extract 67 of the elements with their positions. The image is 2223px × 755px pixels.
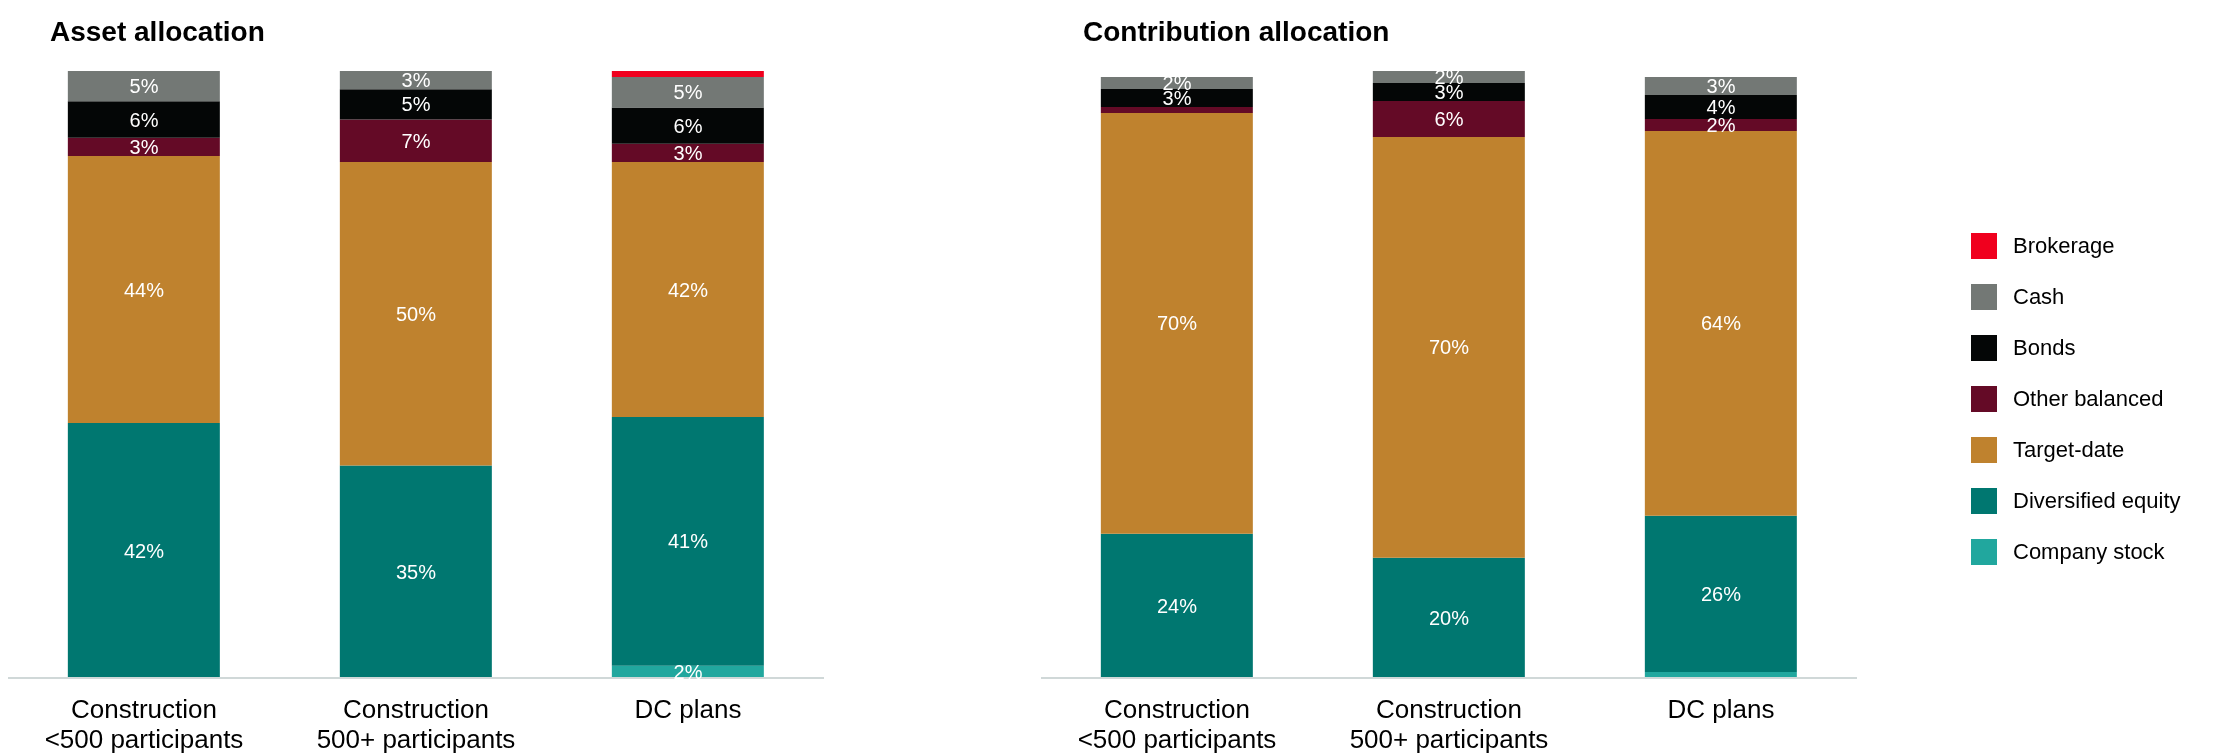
bar bbox=[611, 143, 764, 163]
data-label: 3% bbox=[129, 135, 159, 158]
bar bbox=[611, 71, 764, 78]
data-label: 3% bbox=[1706, 75, 1736, 98]
bar bbox=[67, 155, 220, 424]
bar bbox=[67, 423, 220, 678]
data-label: 70% bbox=[1428, 336, 1470, 359]
bar bbox=[1100, 533, 1253, 678]
x-tick-label: Construction 500+ participants bbox=[316, 694, 516, 754]
bar bbox=[1644, 77, 1797, 96]
data-label: 41% bbox=[667, 530, 709, 553]
bar bbox=[1372, 137, 1525, 558]
data-label: 6% bbox=[673, 114, 703, 137]
bar bbox=[67, 101, 220, 138]
legend-label: Bonds bbox=[2013, 334, 2076, 361]
data-label: 5% bbox=[401, 93, 431, 116]
legend-label: Brokerage bbox=[2013, 232, 2115, 259]
bar bbox=[339, 119, 492, 163]
legend-label: Other balanced bbox=[2013, 385, 2164, 412]
legend-label: Cash bbox=[2013, 283, 2065, 310]
bar bbox=[1644, 95, 1797, 120]
bar bbox=[1372, 71, 1525, 84]
bar bbox=[611, 416, 764, 666]
data-label: 6% bbox=[129, 108, 159, 131]
bar bbox=[1644, 515, 1797, 672]
x-tick-label: Construction <500 participants bbox=[1077, 694, 1277, 754]
data-label: 5% bbox=[673, 81, 703, 104]
bar bbox=[1372, 101, 1525, 138]
bar bbox=[1644, 131, 1797, 516]
bar bbox=[339, 465, 492, 678]
data-label: 50% bbox=[395, 302, 437, 325]
chart-title: Asset allocation bbox=[50, 16, 265, 48]
data-label: 64% bbox=[1700, 312, 1742, 335]
x-tick-label: Construction <500 participants bbox=[44, 694, 244, 754]
data-label: 70% bbox=[1156, 312, 1198, 335]
bar bbox=[67, 137, 220, 156]
chart-title: Contribution allocation bbox=[1083, 16, 1390, 48]
bar bbox=[339, 162, 492, 466]
data-label: 26% bbox=[1700, 582, 1742, 605]
data-label: 7% bbox=[401, 129, 431, 152]
legend-label: Diversified equity bbox=[2013, 487, 2181, 514]
bar bbox=[67, 71, 220, 102]
data-label: 6% bbox=[1434, 108, 1464, 131]
legend-label: Company stock bbox=[2013, 538, 2165, 565]
legend-label: Target-date bbox=[2013, 436, 2125, 463]
bar bbox=[611, 162, 764, 417]
data-label: 3% bbox=[673, 141, 703, 164]
bar bbox=[1372, 557, 1525, 678]
data-label: 3% bbox=[401, 69, 431, 92]
bar bbox=[1100, 77, 1253, 90]
bar bbox=[611, 107, 764, 144]
bar bbox=[339, 71, 492, 90]
bar bbox=[339, 89, 492, 120]
bar bbox=[1644, 119, 1797, 132]
bar bbox=[611, 77, 764, 108]
bar bbox=[1100, 113, 1253, 534]
x-tick-label: Construction 500+ participants bbox=[1349, 694, 1549, 754]
data-label: 42% bbox=[123, 539, 165, 562]
bar bbox=[1100, 107, 1253, 114]
data-label: 5% bbox=[129, 75, 159, 98]
data-label: 35% bbox=[395, 560, 437, 583]
data-label: 20% bbox=[1428, 606, 1470, 629]
x-tick-label: DC plans bbox=[1667, 694, 1775, 724]
x-tick-label: DC plans bbox=[634, 694, 742, 724]
data-label: 42% bbox=[667, 278, 709, 301]
data-label: 24% bbox=[1156, 594, 1198, 617]
data-label: 44% bbox=[123, 278, 165, 301]
